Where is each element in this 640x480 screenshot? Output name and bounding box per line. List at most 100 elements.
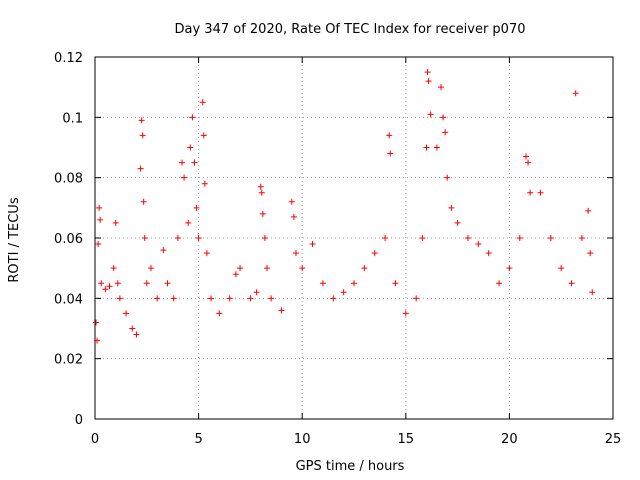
data-point xyxy=(114,280,121,287)
data-point xyxy=(290,213,297,220)
data-point xyxy=(268,295,275,302)
x-tick-label: 0 xyxy=(91,432,99,447)
data-point xyxy=(203,250,210,257)
data-point xyxy=(259,210,266,217)
data-point xyxy=(160,247,167,254)
data-point xyxy=(102,286,109,293)
data-points xyxy=(93,69,596,344)
data-point xyxy=(440,114,447,121)
data-point xyxy=(330,295,337,302)
data-point xyxy=(93,319,100,326)
data-point xyxy=(485,250,492,257)
data-point xyxy=(423,144,430,151)
data-point xyxy=(191,159,198,166)
data-point xyxy=(525,159,532,166)
data-point xyxy=(351,280,357,287)
data-point xyxy=(179,159,186,166)
x-tick-label: 15 xyxy=(398,432,415,447)
data-point xyxy=(340,289,347,296)
data-point xyxy=(361,265,368,272)
data-point xyxy=(97,216,104,223)
data-point xyxy=(181,174,188,181)
data-point xyxy=(95,241,102,248)
data-point xyxy=(208,295,215,302)
data-point xyxy=(425,78,432,85)
data-point xyxy=(448,204,455,211)
y-tick-label: 0 xyxy=(75,413,83,428)
data-point xyxy=(232,271,239,278)
data-point xyxy=(216,310,223,317)
data-point xyxy=(247,295,254,302)
data-point xyxy=(527,189,534,196)
data-point xyxy=(195,235,202,241)
data-point xyxy=(237,265,244,272)
data-point xyxy=(138,117,145,124)
data-point xyxy=(319,280,326,287)
y-tick-label: 0.1 xyxy=(62,111,83,126)
data-point xyxy=(568,280,575,287)
y-tick-label: 0.06 xyxy=(54,232,83,247)
data-point xyxy=(547,235,554,241)
data-point xyxy=(558,265,565,272)
y-tick-label: 0.04 xyxy=(54,292,83,307)
data-point xyxy=(137,165,144,172)
data-point xyxy=(141,235,148,241)
y-tick-label: 0.12 xyxy=(54,51,83,66)
data-point xyxy=(164,280,171,287)
y-axis-ticks: 0 0.02 0.04 0.06 0.08 0.1 0.12 xyxy=(54,51,613,428)
data-point xyxy=(413,295,420,302)
data-point xyxy=(454,219,461,226)
data-point xyxy=(442,129,449,136)
data-point xyxy=(185,219,192,226)
data-point xyxy=(174,235,181,241)
x-tick-label: 20 xyxy=(501,432,518,447)
data-point xyxy=(424,69,431,76)
data-point xyxy=(587,250,594,257)
data-point xyxy=(382,235,389,241)
data-point xyxy=(522,153,529,160)
data-point xyxy=(578,235,585,241)
data-point xyxy=(537,189,544,196)
data-point xyxy=(154,295,161,302)
data-point xyxy=(433,144,440,151)
data-point xyxy=(386,132,393,139)
data-point xyxy=(464,235,471,241)
data-point xyxy=(427,111,434,118)
data-point xyxy=(261,235,268,241)
y-tick-label: 0.02 xyxy=(54,353,83,368)
data-point xyxy=(187,144,194,151)
data-point xyxy=(299,265,306,272)
data-point xyxy=(129,325,136,332)
data-point xyxy=(201,180,208,187)
x-tick-label: 10 xyxy=(294,432,311,447)
x-axis-ticks: 0 5 10 15 20 25 xyxy=(91,57,621,447)
data-point xyxy=(200,132,207,139)
data-point xyxy=(257,183,264,190)
data-point xyxy=(133,331,140,338)
data-point xyxy=(253,289,260,296)
data-point xyxy=(123,310,130,317)
data-point xyxy=(96,204,103,211)
y-axis-label: ROTI / TECUs xyxy=(7,197,22,282)
data-point xyxy=(392,280,399,287)
data-point xyxy=(292,250,299,257)
data-point xyxy=(402,310,409,317)
data-point xyxy=(309,241,316,248)
data-point xyxy=(263,265,270,272)
data-point xyxy=(106,283,113,290)
data-point xyxy=(572,90,579,97)
data-point xyxy=(438,84,445,91)
data-point xyxy=(170,295,177,302)
data-point xyxy=(110,265,117,272)
data-point xyxy=(139,132,146,139)
data-point xyxy=(387,150,394,157)
data-point xyxy=(585,207,592,214)
data-point xyxy=(288,198,295,205)
x-tick-label: 25 xyxy=(605,432,622,447)
data-point xyxy=(193,204,200,211)
data-point xyxy=(278,307,285,314)
data-point xyxy=(475,241,482,248)
data-point xyxy=(147,265,154,272)
data-point xyxy=(143,280,150,287)
data-point xyxy=(496,280,503,287)
